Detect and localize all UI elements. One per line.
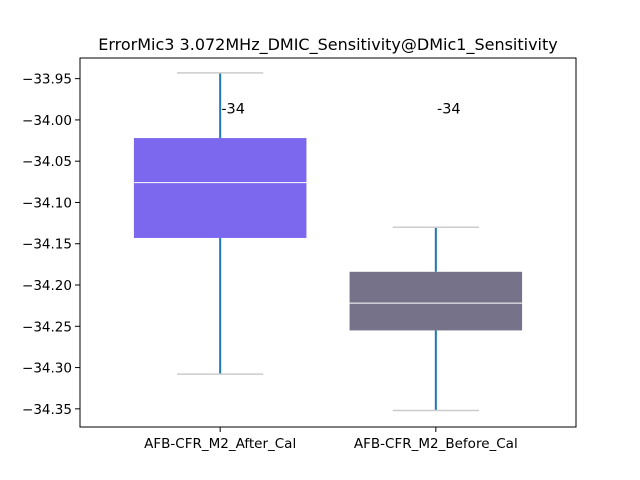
y-tick-label: −34.20 xyxy=(22,278,72,294)
box-body xyxy=(133,138,307,238)
annotation-label: -34 xyxy=(221,101,245,117)
x-tick-label: AFB-CFR_M2_Before_Cal xyxy=(354,436,518,452)
y-tick-label: −34.15 xyxy=(22,237,72,253)
box-group-0: -34 xyxy=(133,72,307,375)
plot-area: -34 -34 xyxy=(133,72,523,412)
y-tick-label: −34.35 xyxy=(22,402,72,418)
annotation-label: -34 xyxy=(437,101,461,117)
y-tick-label: −34.30 xyxy=(22,361,72,377)
y-tick-label: −34.05 xyxy=(22,154,72,170)
chart-title: ErrorMic3 3.072MHz_DMIC_Sensitivity@DMic… xyxy=(98,35,558,55)
y-tick-label: −33.95 xyxy=(22,72,72,88)
plot-frame xyxy=(79,57,577,428)
y-tick-label: −34.00 xyxy=(22,113,72,129)
y-tick-label: −34.10 xyxy=(22,195,72,211)
box-body xyxy=(349,271,523,331)
y-tick-label: −34.25 xyxy=(22,319,72,335)
y-axis: −33.95 −34.00 −34.05 −34.10 −34.15 −34.20 −34.… xyxy=(22,72,80,418)
box-group-1: -34 xyxy=(349,101,523,412)
x-axis: AFB-CFR_M2_After_Cal AFB-CFR_M2_Before_Ca… xyxy=(144,427,518,452)
x-tick-label: AFB-CFR_M2_After_Cal xyxy=(144,436,296,452)
